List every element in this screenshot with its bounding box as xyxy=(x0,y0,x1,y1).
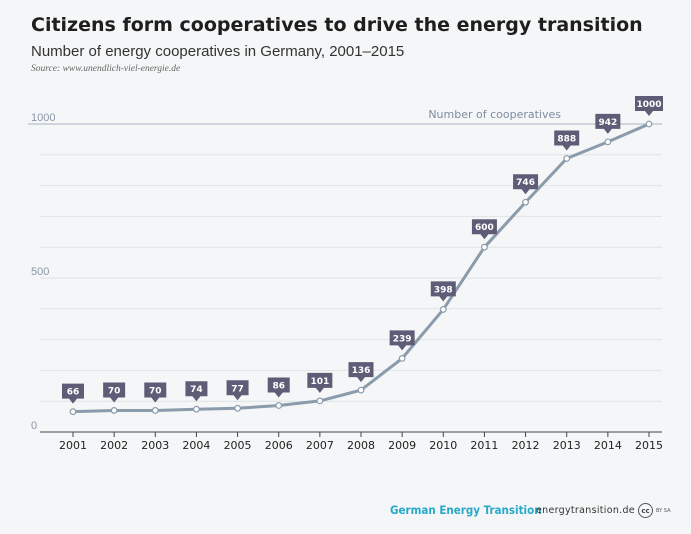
data-point xyxy=(439,306,447,313)
data-label: 888 xyxy=(557,134,576,144)
data-label: 74 xyxy=(190,385,203,395)
data-label-box xyxy=(307,372,333,393)
data-point xyxy=(193,405,200,413)
data-point xyxy=(151,407,159,414)
data-label: 86 xyxy=(272,382,285,392)
y-tick-label: 1000 xyxy=(31,112,55,124)
data-label-box xyxy=(267,377,290,398)
data-point xyxy=(69,408,77,416)
data-label: 1000 xyxy=(636,100,661,110)
data-label-box xyxy=(554,130,580,151)
data-point xyxy=(563,155,571,162)
data-label-box xyxy=(513,174,539,195)
x-tick-label: 2015 xyxy=(635,439,663,452)
data-labels: Number of cooperatives 66 70 70 74 77 86 101 136… xyxy=(62,96,663,404)
data-point xyxy=(316,397,324,405)
data-label: 70 xyxy=(149,386,162,396)
data-point xyxy=(522,198,529,206)
x-tick-label: 2005 xyxy=(224,439,252,452)
x-tick-label: 2003 xyxy=(141,439,169,452)
license-text: BY SA xyxy=(656,508,671,514)
data-label-box xyxy=(389,330,415,351)
data-point xyxy=(645,120,653,128)
data-label-box xyxy=(595,113,621,134)
x-tick-label: 2002 xyxy=(100,439,128,452)
site-link[interactable]: energytransition.de xyxy=(536,505,635,516)
data-label: 746 xyxy=(516,178,535,188)
data-point xyxy=(275,402,283,409)
x-tick-label: 2001 xyxy=(59,439,87,452)
data-label-box xyxy=(430,281,456,302)
x-tick-label: 2004 xyxy=(182,439,210,452)
x-tick-label: 2011 xyxy=(470,439,498,452)
data-label-box xyxy=(103,382,126,403)
data-label: 66 xyxy=(67,388,80,398)
x-tick-label: 2007 xyxy=(306,439,334,452)
data-label: 600 xyxy=(475,223,494,233)
brand-logo[interactable]: German Energy Transition xyxy=(390,503,542,517)
data-point xyxy=(357,386,365,394)
data-point xyxy=(604,138,612,146)
chart-title: Citizens form cooperatives to drive the … xyxy=(31,14,643,36)
data-point xyxy=(234,404,241,412)
series-name-label: Number of cooperatives xyxy=(428,108,561,121)
data-label-box xyxy=(635,96,663,116)
data-label-box xyxy=(62,383,84,404)
data-label-box xyxy=(185,381,208,402)
data-label-box xyxy=(144,382,167,403)
x-tick-label: 2012 xyxy=(512,439,540,452)
data-label-box xyxy=(471,219,497,240)
data-label-box xyxy=(226,380,249,401)
x-tick-label: 2010 xyxy=(429,439,457,452)
data-label: 942 xyxy=(598,118,617,128)
data-label: 101 xyxy=(310,377,329,387)
x-tick-label: 2013 xyxy=(553,439,581,452)
creative-commons-icon[interactable]: cc xyxy=(638,503,653,518)
data-point xyxy=(398,354,406,362)
axes: 0 500 1000 2001 2002 2003 2004 2005 2006 2007 2008… xyxy=(31,112,663,452)
data-label-box xyxy=(348,362,374,383)
data-label: 239 xyxy=(393,334,412,344)
y-tick-label: 0 xyxy=(31,420,37,432)
data-label: 136 xyxy=(352,366,371,376)
grid-lines xyxy=(28,123,662,402)
x-tick-label: 2008 xyxy=(347,439,375,452)
x-tick-label: 2009 xyxy=(388,439,416,452)
chart-source: Source: www.unendlich-viel-energie.de xyxy=(31,64,181,74)
data-point xyxy=(481,243,488,251)
data-label: 70 xyxy=(108,386,121,396)
x-tick-label: 2014 xyxy=(594,439,622,452)
series-line xyxy=(69,120,653,416)
y-tick-label: 500 xyxy=(31,266,49,278)
data-label: 398 xyxy=(434,285,453,295)
chart-subtitle: Number of energy cooperatives in Germany… xyxy=(31,43,405,60)
x-tick-label: 2006 xyxy=(265,439,293,452)
data-label: 77 xyxy=(231,384,244,394)
data-point xyxy=(110,407,118,414)
